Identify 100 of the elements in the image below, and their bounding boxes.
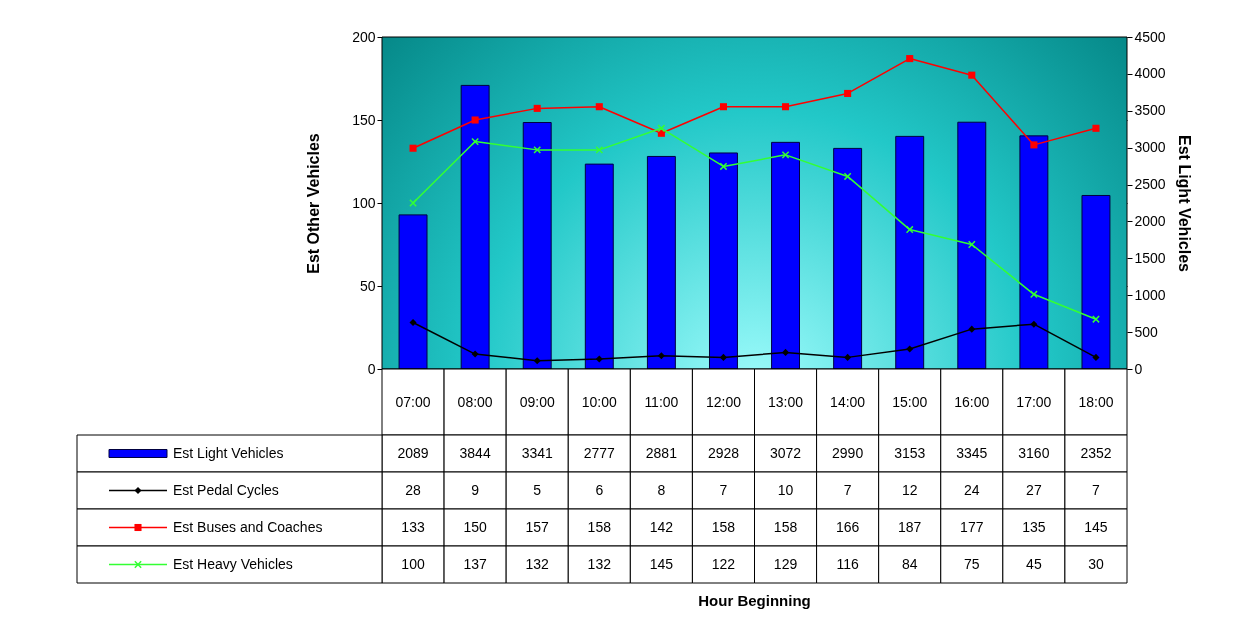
legend-label: Est Pedal Cycles xyxy=(173,481,279,498)
data-label: 75 xyxy=(964,555,980,572)
y-tick-label: 0 xyxy=(367,360,376,377)
y-tick-label: 200 xyxy=(352,28,376,45)
x-tick-label: 09:00 xyxy=(519,393,555,410)
data-label: 116 xyxy=(836,555,859,572)
data-label: 2089 xyxy=(397,444,429,461)
y2-tick-label: 1500 xyxy=(1134,249,1166,266)
point xyxy=(906,55,914,63)
data-label: 100 xyxy=(401,555,425,572)
data-label: 145 xyxy=(649,555,674,572)
x-tick-label: 08:00 xyxy=(457,393,493,410)
point xyxy=(533,104,541,112)
point xyxy=(409,318,417,327)
y-tick-label: 50 xyxy=(359,277,376,294)
data-label: 7 xyxy=(843,481,852,498)
data-label: 137 xyxy=(463,555,488,572)
legend-label: Est Buses and Coaches xyxy=(173,518,323,535)
point xyxy=(409,144,417,152)
data-label: 7 xyxy=(719,481,728,498)
point xyxy=(1092,353,1100,361)
data-label: 158 xyxy=(587,518,612,535)
point xyxy=(1030,320,1038,328)
point xyxy=(409,199,417,207)
data-label: 158 xyxy=(711,518,736,535)
data-label: 158 xyxy=(773,518,798,535)
y2-tick-label: 3500 xyxy=(1134,102,1166,119)
y2-tick-label: 500 xyxy=(1134,323,1159,340)
data-label: 129 xyxy=(773,555,798,572)
x-tick-label: 13:00 xyxy=(768,393,804,410)
y-tick-label: 150 xyxy=(352,111,376,128)
data-label: 3844 xyxy=(459,444,491,461)
data-label: 2990 xyxy=(832,444,864,461)
point xyxy=(595,355,603,363)
data-label: 132 xyxy=(525,555,550,572)
data-label: 145 xyxy=(1084,518,1108,535)
y2-axis-title: Est Light Vehicles xyxy=(1175,135,1193,273)
y-tick-label: 100 xyxy=(352,194,376,211)
point xyxy=(719,353,727,361)
data-label: 177 xyxy=(960,518,984,535)
point xyxy=(782,103,790,111)
data-label: 132 xyxy=(587,555,612,572)
point xyxy=(719,103,727,111)
data-label: 166 xyxy=(835,518,860,535)
point xyxy=(844,353,852,361)
point xyxy=(1092,124,1100,132)
x-tick-label: 10:00 xyxy=(581,393,618,410)
x-tick-label: 07:00 xyxy=(395,393,431,410)
data-label: 157 xyxy=(525,518,550,535)
point xyxy=(657,352,665,360)
data-label: 12 xyxy=(901,481,918,498)
x-tick-label: 17:00 xyxy=(1016,393,1052,410)
data-label: 3153 xyxy=(894,444,926,461)
data-label: 3341 xyxy=(521,444,553,461)
data-label: 3160 xyxy=(1018,444,1050,461)
data-label: 187 xyxy=(898,518,922,535)
y2-tick-label: 4500 xyxy=(1134,28,1166,45)
data-label: 9 xyxy=(471,481,480,498)
y-axis-title: Est Other Vehicles xyxy=(305,133,323,274)
data-label: 2881 xyxy=(645,444,678,461)
point xyxy=(595,103,603,111)
data-label: 10 xyxy=(777,481,794,498)
data-label: 24 xyxy=(964,481,980,498)
x-tick-label: 18:00 xyxy=(1078,393,1114,410)
x-tick-label: 12:00 xyxy=(705,393,742,410)
x-tick-label: 16:00 xyxy=(954,393,990,410)
point xyxy=(533,357,541,365)
data-label: 2777 xyxy=(583,444,616,461)
point xyxy=(1030,141,1038,149)
point xyxy=(782,348,790,356)
point xyxy=(843,172,852,181)
point xyxy=(471,116,479,124)
y2-tick-label: 4000 xyxy=(1134,65,1166,82)
point xyxy=(719,162,728,171)
point xyxy=(906,345,914,353)
legend-label: Est Heavy Vehicles xyxy=(173,555,293,572)
data-label: 28 xyxy=(405,481,422,498)
legend-label: Est Light Vehicles xyxy=(173,444,284,461)
point xyxy=(471,350,479,358)
data-label: 30 xyxy=(1088,555,1104,572)
text: Hour Beginning xyxy=(698,592,811,609)
x-tick-label: 15:00 xyxy=(892,393,928,410)
y2-tick-label: 2000 xyxy=(1134,212,1166,229)
y2-tick-label: 3000 xyxy=(1134,139,1166,156)
point xyxy=(968,325,976,333)
point xyxy=(844,89,852,97)
y2-tick-label: 1000 xyxy=(1134,286,1166,303)
data-label: 150 xyxy=(463,518,488,535)
data-label: 133 xyxy=(401,518,425,535)
y2-tick-label: 2500 xyxy=(1134,176,1166,193)
data-label: 3072 xyxy=(769,444,802,461)
data-label: 142 xyxy=(649,518,674,535)
x-tick-label: 14:00 xyxy=(830,393,866,410)
data-label: 8 xyxy=(657,481,666,498)
data-label: 45 xyxy=(1026,555,1042,572)
data-label: 2928 xyxy=(707,444,740,461)
point xyxy=(968,71,976,79)
x-tick-label: 11:00 xyxy=(644,393,679,410)
data-label: 135 xyxy=(1022,518,1046,535)
data-label: 6 xyxy=(595,481,604,498)
